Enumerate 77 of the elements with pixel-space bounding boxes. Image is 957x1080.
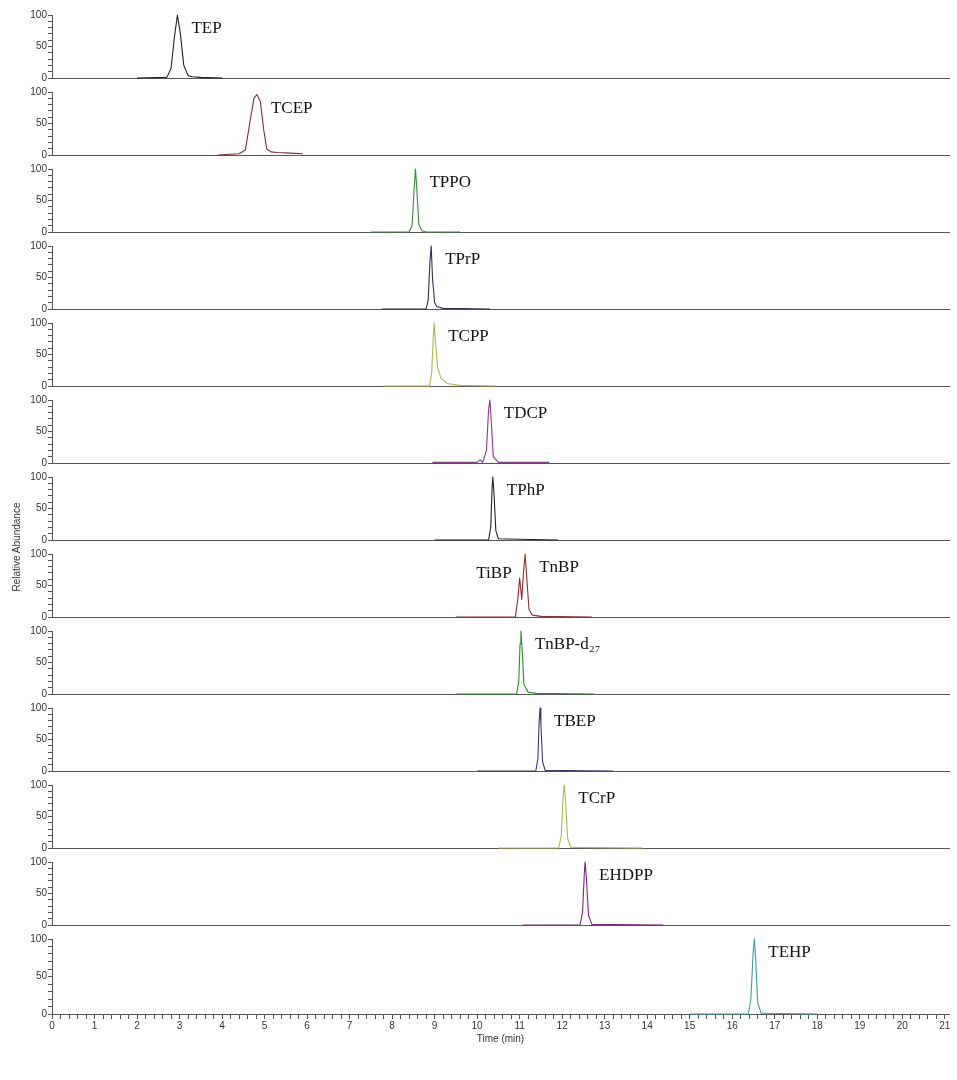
x-tick-label: 12 (556, 1019, 569, 1031)
x-tick-label: 10 (471, 1019, 484, 1031)
x-tick-label: 14 (641, 1019, 654, 1031)
annotation: TnBP (539, 557, 579, 577)
annotation: TnBP-d₂₇ (534, 634, 601, 654)
y-tick-label: 100 (30, 855, 48, 867)
y-tick-label: 0 (41, 71, 48, 83)
y-tick-label: 50 (35, 733, 48, 745)
y-tick-label: 50 (35, 348, 48, 360)
y-tick-label: 100 (30, 701, 48, 713)
y-tick-label: 50 (35, 656, 48, 668)
y-tick-label: 50 (35, 810, 48, 822)
y-tick-label: 100 (30, 162, 48, 174)
x-tick-label: 0 (49, 1019, 56, 1031)
x-tick-label: 21 (939, 1019, 951, 1031)
y-tick-label: 50 (35, 502, 48, 514)
y-tick-label: 50 (35, 40, 48, 52)
annotation: TiBP (476, 563, 512, 583)
x-tick-label: 4 (219, 1019, 226, 1031)
x-tick-label: 17 (769, 1019, 781, 1031)
annotation: TPPO (429, 172, 472, 192)
y-tick-label: 0 (41, 918, 48, 930)
x-tick-label: 16 (726, 1019, 739, 1031)
x-tick-label: 8 (389, 1019, 396, 1031)
y-tick-label: 50 (35, 579, 48, 591)
x-tick-label: 9 (431, 1019, 438, 1031)
annotation: TDCP (503, 403, 548, 423)
y-tick-label: 100 (30, 547, 48, 559)
y-tick-label: 0 (41, 533, 48, 545)
y-tick-label: 100 (30, 932, 48, 944)
y-tick-label: 0 (41, 1007, 48, 1019)
x-tick-label: 6 (304, 1019, 311, 1031)
y-tick-label: 0 (41, 841, 48, 853)
x-tick-label: 20 (896, 1019, 909, 1031)
x-tick-label: 7 (346, 1019, 353, 1031)
y-tick-label: 0 (41, 456, 48, 468)
y-tick-label: 50 (35, 117, 48, 129)
y-tick-label: 0 (41, 687, 48, 699)
x-tick-label: 13 (599, 1019, 611, 1031)
y-tick-label: 0 (41, 302, 48, 314)
y-tick-label: 100 (30, 624, 48, 636)
y-tick-label: 0 (41, 225, 48, 237)
y-axis-title: Relative Abundance (10, 502, 22, 592)
annotation: TCPP (448, 326, 489, 346)
x-tick-label: 2 (134, 1019, 141, 1031)
y-tick-label: 50 (35, 194, 48, 206)
y-tick-label: 100 (30, 85, 48, 97)
y-tick-label: 50 (35, 271, 48, 283)
x-tick-label: 3 (176, 1019, 183, 1031)
y-tick-label: 50 (35, 425, 48, 437)
annotation: TEP (191, 18, 222, 38)
y-tick-label: 100 (30, 8, 48, 20)
x-tick-label: 11 (514, 1019, 526, 1031)
y-tick-label: 100 (30, 393, 48, 405)
y-tick-label: 100 (30, 778, 48, 790)
y-tick-label: 50 (35, 970, 48, 982)
annotation: TBEP (554, 711, 596, 731)
annotation: TCrP (578, 788, 616, 808)
x-tick-label: 1 (91, 1019, 98, 1031)
annotation: EHDPP (599, 865, 653, 885)
y-tick-label: 0 (41, 764, 48, 776)
x-tick-label: 15 (684, 1019, 696, 1031)
annotation: TPhP (506, 480, 545, 500)
y-tick-label: 0 (41, 148, 48, 160)
y-tick-label: 100 (30, 470, 48, 482)
annotation: TCEP (270, 97, 313, 117)
x-axis-title: Time (min) (476, 1032, 525, 1044)
x-tick-label: 18 (811, 1019, 824, 1031)
x-tick-label: 5 (261, 1019, 268, 1031)
y-tick-label: 100 (30, 316, 48, 328)
annotation: TEHP (768, 942, 811, 962)
annotation: TPrP (445, 249, 481, 269)
y-tick-label: 50 (35, 887, 48, 899)
x-tick-label: 19 (854, 1019, 866, 1031)
y-tick-label: 0 (41, 379, 48, 391)
y-tick-label: 0 (41, 610, 48, 622)
y-tick-label: 100 (30, 239, 48, 251)
